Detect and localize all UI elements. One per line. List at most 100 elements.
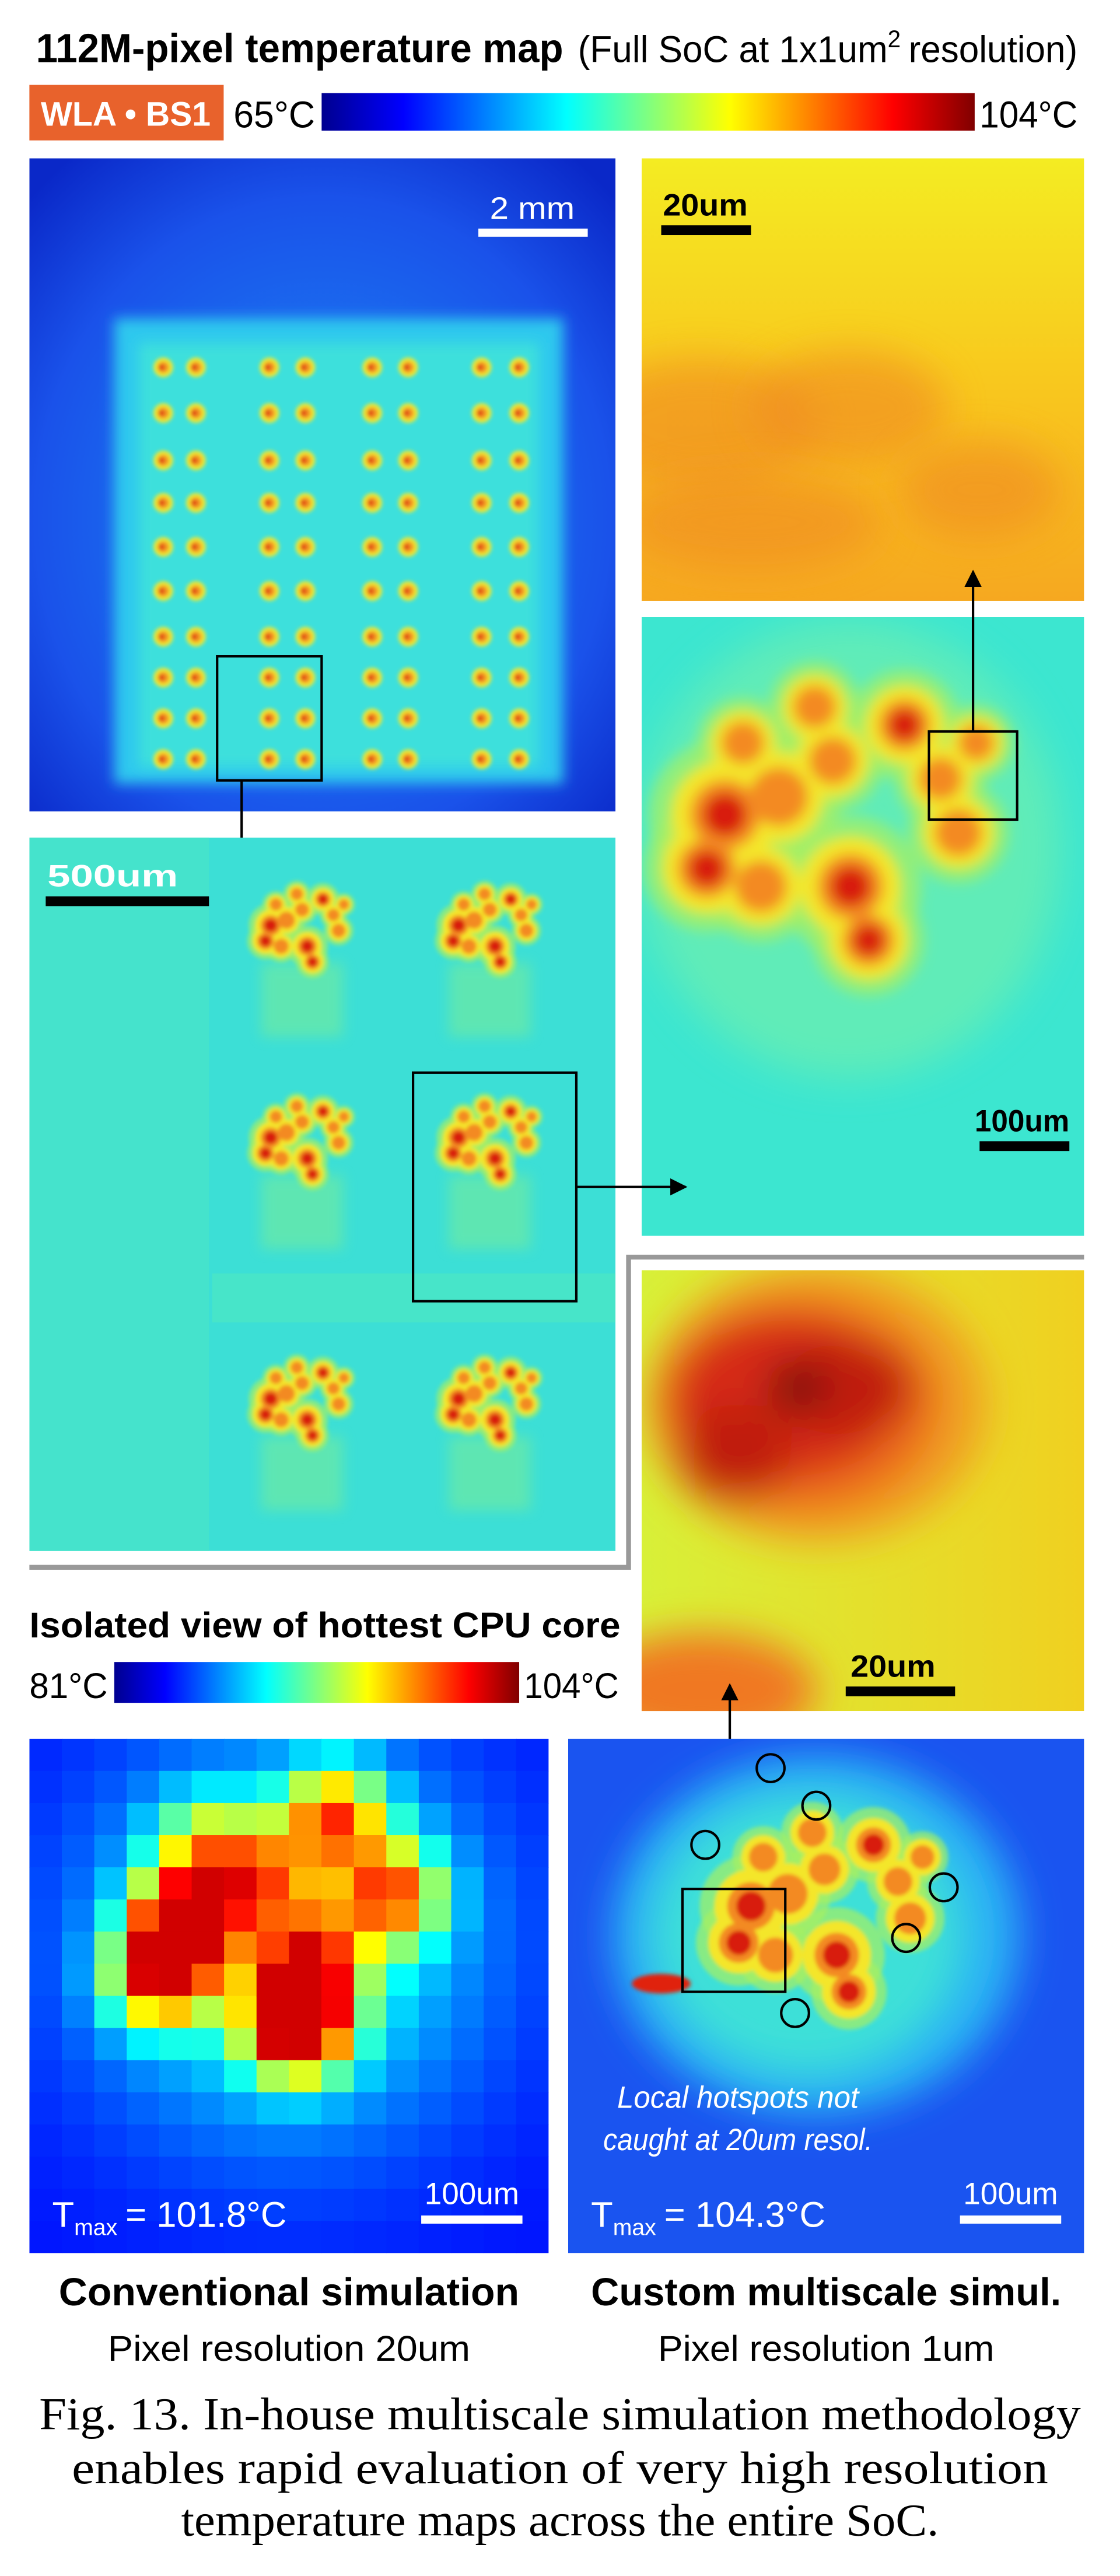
pixel <box>62 2221 95 2253</box>
hotspot-marker <box>690 1829 720 1860</box>
scale-bar <box>661 225 751 236</box>
pixel <box>224 2124 257 2157</box>
subtitle: (Full SoC at 1x1um2 resolution) <box>578 25 1077 70</box>
pixel <box>29 1835 62 1868</box>
pixel <box>94 1996 128 2029</box>
pixel <box>516 2060 549 2093</box>
pixel <box>29 2157 62 2189</box>
pixel <box>127 1770 160 1804</box>
pixel <box>321 2157 355 2189</box>
pixel <box>256 2028 290 2061</box>
pixel <box>354 2189 387 2222</box>
dot <box>265 715 271 721</box>
pixel <box>321 2221 355 2253</box>
colorbar <box>114 1662 520 1703</box>
dot <box>368 544 373 550</box>
dot <box>191 675 197 680</box>
hot <box>514 1382 527 1395</box>
hot <box>295 1376 309 1390</box>
hotspot <box>247 1093 355 1191</box>
soc-map <box>29 158 616 812</box>
pixel <box>386 2221 419 2253</box>
hot <box>461 1151 477 1166</box>
pixel <box>516 1770 549 1804</box>
dot <box>301 715 307 721</box>
pixel <box>94 2028 128 2061</box>
pixel <box>418 1996 452 2029</box>
dot <box>404 715 410 721</box>
detail-map <box>641 158 1084 601</box>
pixel <box>29 1964 62 1997</box>
hotspot <box>435 1093 543 1191</box>
pixel <box>127 2189 160 2222</box>
pixel <box>321 1770 355 1804</box>
pixel <box>127 1738 160 1772</box>
pixel <box>289 1931 322 1965</box>
dot <box>301 756 307 762</box>
pixel <box>451 1996 484 2029</box>
dot <box>404 675 410 680</box>
pixel <box>62 2028 95 2061</box>
hot <box>519 1397 533 1411</box>
pixel <box>321 2028 355 2061</box>
pixel <box>516 2124 549 2157</box>
dot <box>477 715 483 721</box>
hottest <box>452 919 465 932</box>
dot <box>159 756 164 762</box>
dot <box>301 410 307 416</box>
pixel <box>516 2221 549 2253</box>
pixel <box>29 2092 62 2125</box>
pixel <box>386 1835 419 1868</box>
trace <box>261 1436 343 1510</box>
dot <box>514 410 520 416</box>
annotation: caught at 20um resol. <box>603 2123 873 2157</box>
scale-bar <box>979 1141 1070 1152</box>
pixel <box>224 1835 257 1868</box>
pixel <box>256 2124 290 2157</box>
pixel <box>29 1899 62 1933</box>
hot <box>278 1385 295 1402</box>
pixel <box>451 1738 484 1772</box>
pixel <box>484 1835 517 1868</box>
dot <box>159 365 164 370</box>
hotspot-marker <box>891 1923 922 1954</box>
pixel <box>62 1738 95 1772</box>
dot <box>301 500 307 506</box>
hot <box>290 1361 303 1374</box>
warm-area <box>751 351 947 466</box>
pixel <box>159 1964 192 1997</box>
pixel <box>386 1867 419 1901</box>
hotspot <box>641 1270 988 1712</box>
dot <box>404 500 410 506</box>
dot <box>159 410 164 416</box>
pixel <box>191 2189 225 2222</box>
pixel <box>127 1964 160 1997</box>
hottest <box>264 919 277 932</box>
pixel <box>418 1803 452 1836</box>
hottest <box>489 1152 501 1165</box>
hot <box>295 902 309 917</box>
pixel <box>62 1803 95 1836</box>
hot <box>749 767 808 826</box>
dot <box>265 457 271 463</box>
pixel <box>191 2028 225 2061</box>
colorbar-min: 65°C <box>233 93 315 135</box>
pixel <box>516 1803 549 1836</box>
dot <box>477 756 483 762</box>
dot <box>477 544 483 550</box>
hottest <box>264 1131 277 1144</box>
dot <box>368 410 373 416</box>
pixel <box>386 1899 419 1933</box>
pixel <box>127 1931 160 1965</box>
pixel <box>29 1931 62 1965</box>
hot <box>478 1100 491 1112</box>
tmax-symbol: T <box>591 2195 613 2235</box>
pixel <box>418 1738 452 1772</box>
region <box>29 837 209 1551</box>
pixel <box>29 2189 62 2222</box>
hot <box>808 1853 841 1885</box>
hottest <box>703 793 747 836</box>
scale-label: 500um <box>47 859 178 894</box>
pixel <box>451 1770 484 1804</box>
hottest <box>506 1368 516 1378</box>
